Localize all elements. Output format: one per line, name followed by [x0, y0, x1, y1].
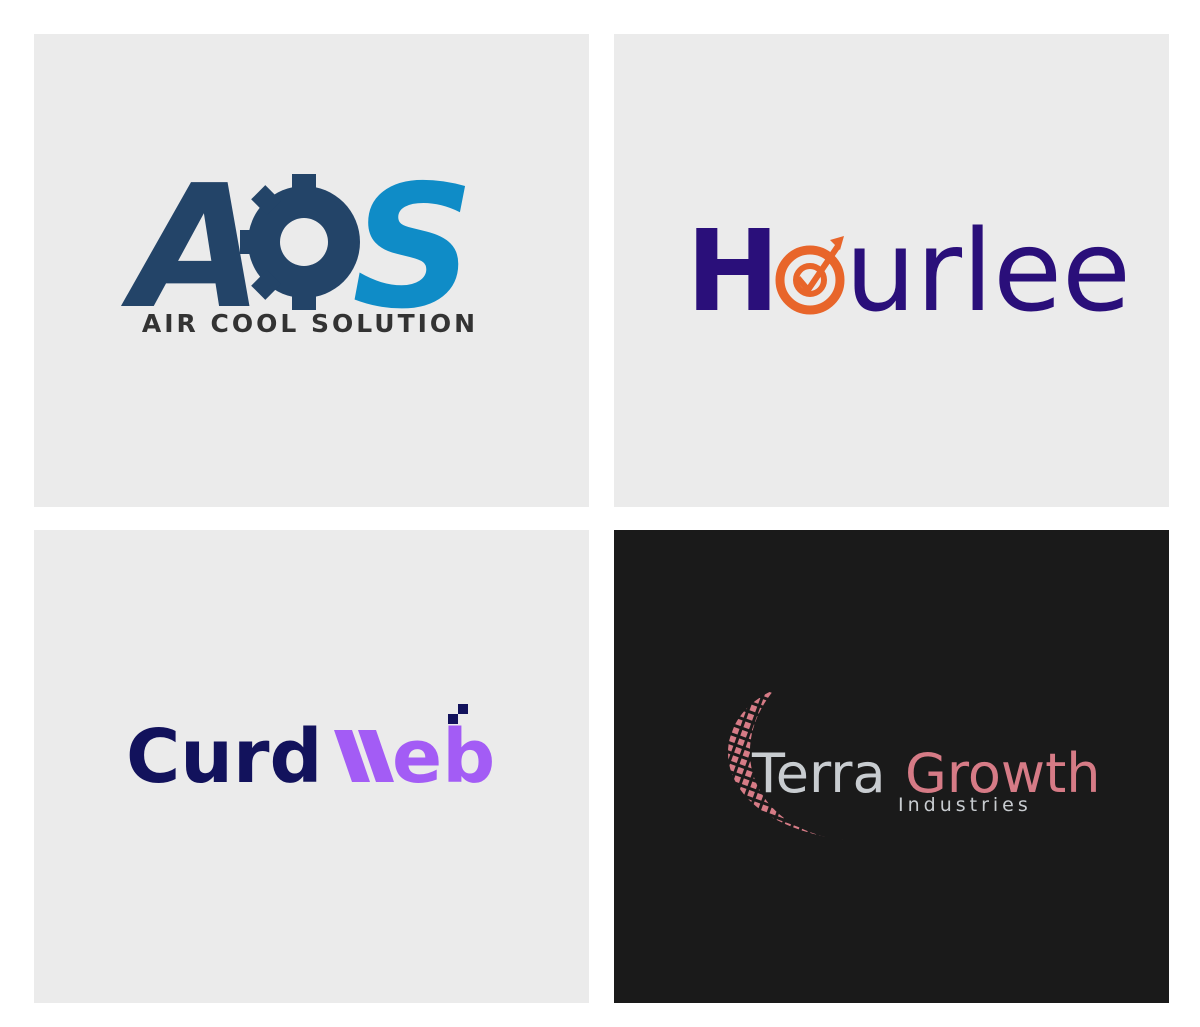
logo-tile: A S AIR COOL SOLUTION — [34, 34, 589, 507]
logo-tile: H urlee — [614, 34, 1169, 507]
logo-letter: A — [120, 149, 264, 347]
hourlee-logo: H urlee — [686, 207, 1131, 337]
target-icon — [775, 236, 845, 315]
gear-icon — [240, 174, 360, 310]
logo-word: urlee — [845, 207, 1131, 337]
logo-word: Terra — [751, 742, 886, 805]
curdweb-logo: Curd eb — [126, 704, 495, 800]
logo-tile: Terra Growth Industries — [614, 530, 1169, 1003]
tagline: Industries — [898, 794, 1032, 816]
acs-logo: A S AIR COOL SOLUTION — [120, 149, 478, 347]
logo-tile: Curd eb — [34, 530, 589, 1003]
logo-letter: H — [686, 207, 780, 337]
terragrowth-logo: Terra Growth Industries — [728, 690, 1100, 840]
w-icon — [334, 704, 468, 782]
tagline: AIR COOL SOLUTION — [142, 309, 478, 338]
logo-word: Curd — [126, 714, 322, 800]
logo-word: Growth — [905, 742, 1100, 805]
globe-icon — [728, 690, 844, 840]
logo-word: eb — [392, 714, 495, 800]
logo-letter: S — [352, 149, 474, 347]
